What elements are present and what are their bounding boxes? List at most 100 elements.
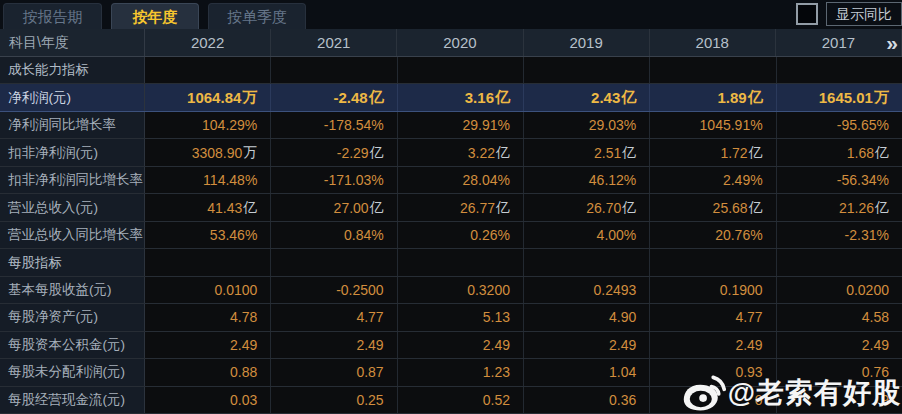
cell-value: 5.13 [483, 309, 510, 325]
table-cell [145, 249, 271, 275]
year-column-header[interactable]: 2021 [271, 29, 397, 56]
table-cell: -2.31% [777, 222, 902, 248]
cell-value: 114.48% [203, 172, 257, 188]
year-column-header[interactable]: 2017 [776, 29, 902, 56]
tab-by-report-period[interactable]: 按报告期 [3, 3, 102, 29]
table-cell [524, 249, 650, 275]
table-row[interactable]: 扣非净利润同比增长率114.48%-171.03%28.04%46.12%2.4… [0, 167, 902, 194]
cell-value: 2.49 [609, 337, 636, 353]
table-cell: 0 [650, 387, 776, 413]
cell-value: 0.1900 [720, 282, 763, 298]
table-cell: 0.84% [271, 222, 397, 248]
cell-value: 0.76 [862, 364, 889, 380]
cell-value: 2.49 [483, 337, 510, 353]
table-row[interactable]: 净利润(元)1064.84万-2.48亿3.16亿2.43亿1.89亿1645.… [0, 84, 902, 111]
row-label: 每股资本公积金(元) [0, 332, 145, 358]
cell-value: 1.04 [609, 364, 636, 380]
table-row[interactable]: 扣非净利润(元)3308.90万-2.29亿3.22亿2.51亿1.72亿1.6… [0, 139, 902, 166]
table-cell: 4.77 [271, 304, 397, 330]
table-cell [650, 57, 776, 83]
table-cell [145, 57, 271, 83]
row-label: 营业总收入同比增长率 [0, 222, 145, 248]
cell-value: 1645.01 [819, 89, 873, 106]
table-cell: 4.77 [650, 304, 776, 330]
table-row[interactable]: 基本每股收益(元)0.0100-0.25000.32000.24930.1900… [0, 277, 902, 304]
table-row[interactable]: 营业总收入(元)41.43亿27.00亿26.77亿26.70亿25.68亿21… [0, 194, 902, 221]
cell-value: 3308.90 [192, 145, 243, 161]
table-cell: -178.54% [271, 112, 397, 138]
cell-unit: 亿 [749, 144, 763, 162]
table-row[interactable]: 营业总收入同比增长率53.46%0.84%0.26%4.00%20.76%-2.… [0, 222, 902, 249]
table-cell: 4.78 [145, 304, 271, 330]
table-cell [398, 249, 524, 275]
cell-unit: 亿 [496, 199, 510, 217]
table-cell: 104.29% [145, 112, 271, 138]
table-cell: 3.22亿 [398, 139, 524, 165]
table-row[interactable]: 每股净资产(元)4.784.775.134.904.774.58 [0, 304, 902, 331]
cell-value: 0.0200 [846, 282, 889, 298]
cell-unit: 亿 [370, 199, 384, 217]
cell-value: 2.43 [591, 89, 620, 106]
tab-bar: 按报告期 按年度 按单季度 显示同比 [0, 0, 902, 29]
cell-value: 0.93 [735, 364, 762, 380]
table-cell: 1.68亿 [777, 139, 902, 165]
cell-value: 4.77 [356, 309, 383, 325]
cell-value: 3.16 [465, 89, 494, 106]
cell-value: 20.76% [715, 227, 762, 243]
table-cell: 21.26亿 [777, 194, 902, 220]
cell-value: 27.00 [334, 200, 369, 216]
table-header-row: 科目\年度 202220212020201920182017» [0, 29, 902, 57]
tab-by-year[interactable]: 按年度 [111, 3, 199, 29]
cell-unit: 亿 [622, 144, 636, 162]
table-cell: 3308.90万 [145, 139, 271, 165]
row-label: 扣非净利润同比增长率 [0, 167, 145, 193]
year-column-header[interactable]: 2019 [524, 29, 650, 56]
cell-value: 28.04% [463, 172, 510, 188]
table-cell: 1.23 [398, 359, 524, 385]
table-row[interactable]: 每股资本公积金(元)2.492.492.492.492.492.49 [0, 332, 902, 359]
cell-value: 29.03% [589, 117, 636, 133]
table-cell: 0.2493 [524, 277, 650, 303]
cell-value: -171.03% [324, 172, 384, 188]
table-cell: 27.00亿 [271, 194, 397, 220]
table-cell: 1045.91% [650, 112, 776, 138]
cell-value: 104.29% [202, 117, 257, 133]
show-yoy-checkbox[interactable] [796, 3, 818, 25]
table-row[interactable]: 净利润同比增长率104.29%-178.54%29.91%29.03%1045.… [0, 112, 902, 139]
tab-by-quarter[interactable]: 按单季度 [208, 3, 306, 29]
more-years-chevron-icon[interactable]: » [886, 29, 896, 57]
table-cell: 2.49 [650, 332, 776, 358]
cell-unit: 亿 [621, 88, 636, 107]
year-column-header[interactable]: 2022 [145, 29, 271, 56]
cell-value: -178.54% [324, 117, 384, 133]
table-cell: 1064.84万 [145, 84, 271, 110]
table-cell: 41.43亿 [145, 194, 271, 220]
cell-value: 1064.84 [187, 89, 241, 106]
cell-unit: 万 [243, 144, 257, 162]
year-column-header[interactable]: 2018 [650, 29, 776, 56]
cell-unit: 万 [874, 88, 889, 107]
cell-unit: 亿 [496, 144, 510, 162]
cell-unit: 亿 [622, 199, 636, 217]
cell-unit: 万 [242, 88, 257, 107]
row-label: 净利润(元) [0, 84, 145, 110]
table-cell: 2.49 [777, 332, 902, 358]
table-cell: 1.04 [524, 359, 650, 385]
table-row[interactable]: 每股未分配利润(元)0.880.871.231.040.930.76 [0, 359, 902, 386]
cell-unit: 亿 [875, 144, 889, 162]
year-column-header[interactable]: 2020 [397, 29, 523, 56]
table-cell: 0.0100 [145, 277, 271, 303]
show-yoy-label[interactable]: 显示同比 [826, 2, 902, 26]
table-cell: 0.87 [271, 359, 397, 385]
table-cell: 0.25 [271, 387, 397, 413]
table-cell: 0.1900 [650, 277, 776, 303]
cell-value: -2.29 [337, 145, 369, 161]
cell-value: 25.68 [713, 200, 748, 216]
table-cell: 0.76 [777, 359, 902, 385]
cell-value: 0.26% [470, 227, 510, 243]
table-row[interactable]: 每股经营现金流(元)0.030.250.520.3609 [0, 387, 902, 414]
cell-value: 29.91% [463, 117, 510, 133]
cell-value: 53.46% [210, 227, 257, 243]
cell-value: 26.77 [460, 200, 495, 216]
table-cell: 0.26% [398, 222, 524, 248]
